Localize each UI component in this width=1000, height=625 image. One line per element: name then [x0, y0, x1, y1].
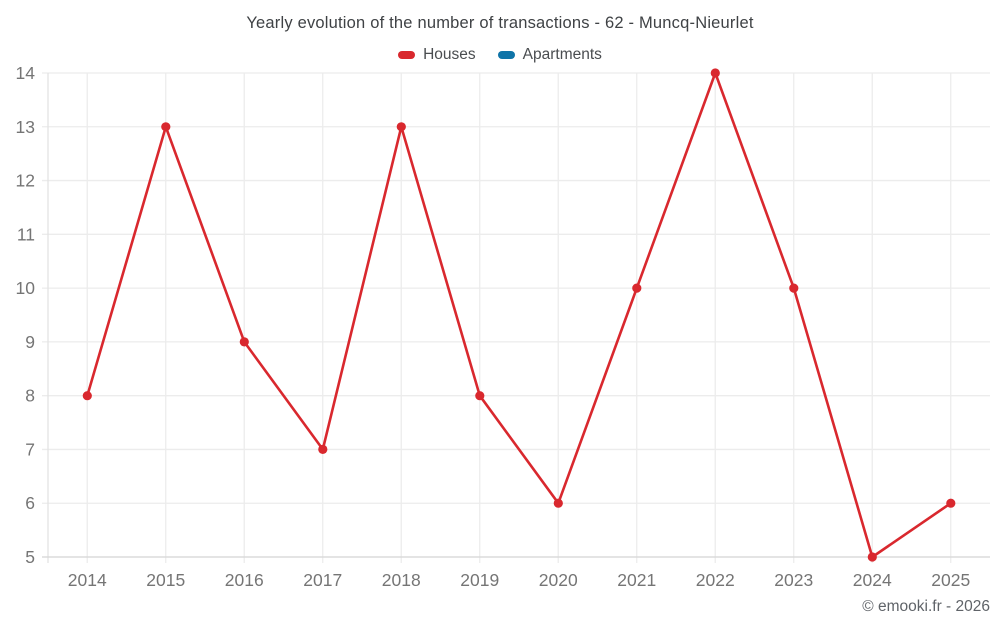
data-point[interactable] [161, 122, 171, 132]
legend-item-houses[interactable]: Houses [398, 46, 476, 64]
x-tick-label: 2024 [853, 570, 892, 590]
data-point[interactable] [82, 391, 92, 401]
y-tick-label: 14 [16, 63, 36, 83]
copyright-text: © emooki.fr - 2026 [862, 598, 990, 615]
data-point[interactable] [867, 552, 877, 562]
x-tick-label: 2016 [225, 570, 264, 590]
x-tick-label: 2014 [68, 570, 107, 590]
y-tick-label: 10 [16, 278, 36, 298]
y-tick-label: 6 [25, 493, 35, 513]
data-point[interactable] [475, 391, 485, 401]
x-tick-label: 2022 [696, 570, 735, 590]
chart-header: Yearly evolution of the number of transa… [0, 14, 1000, 33]
data-point[interactable] [946, 498, 956, 508]
y-tick-label: 13 [16, 117, 35, 137]
y-tick-label: 12 [16, 171, 35, 191]
y-tick-label: 9 [25, 332, 35, 352]
data-point[interactable] [318, 444, 328, 454]
data-point[interactable] [239, 337, 249, 347]
legend-item-apartments[interactable]: Apartments [497, 46, 602, 64]
chart-title: Yearly evolution of the number of transa… [246, 14, 754, 32]
data-point[interactable] [789, 283, 799, 293]
apartments-legend-swatch-icon [497, 51, 515, 59]
data-point[interactable] [710, 68, 720, 78]
y-tick-label: 5 [25, 547, 35, 567]
x-tick-label: 2025 [931, 570, 970, 590]
y-tick-label: 11 [17, 224, 35, 244]
x-tick-label: 2018 [382, 570, 421, 590]
x-tick-label: 2017 [303, 570, 342, 590]
x-tick-label: 2019 [460, 570, 499, 590]
data-point[interactable] [396, 122, 406, 132]
x-tick-label: 2020 [539, 570, 578, 590]
x-tick-label: 2015 [146, 570, 185, 590]
legend-label-apartments: Apartments [522, 46, 602, 63]
legend-label-houses: Houses [423, 46, 476, 63]
y-tick-label: 7 [25, 439, 35, 459]
data-point[interactable] [553, 498, 563, 508]
x-tick-label: 2023 [774, 570, 813, 590]
x-tick-label: 2021 [617, 570, 656, 590]
chart-legend: Houses Apartments [0, 46, 1000, 64]
houses-legend-swatch-icon [398, 51, 416, 59]
data-point[interactable] [632, 283, 642, 293]
y-tick-label: 8 [25, 386, 35, 406]
series-line-houses [86, 71, 953, 559]
